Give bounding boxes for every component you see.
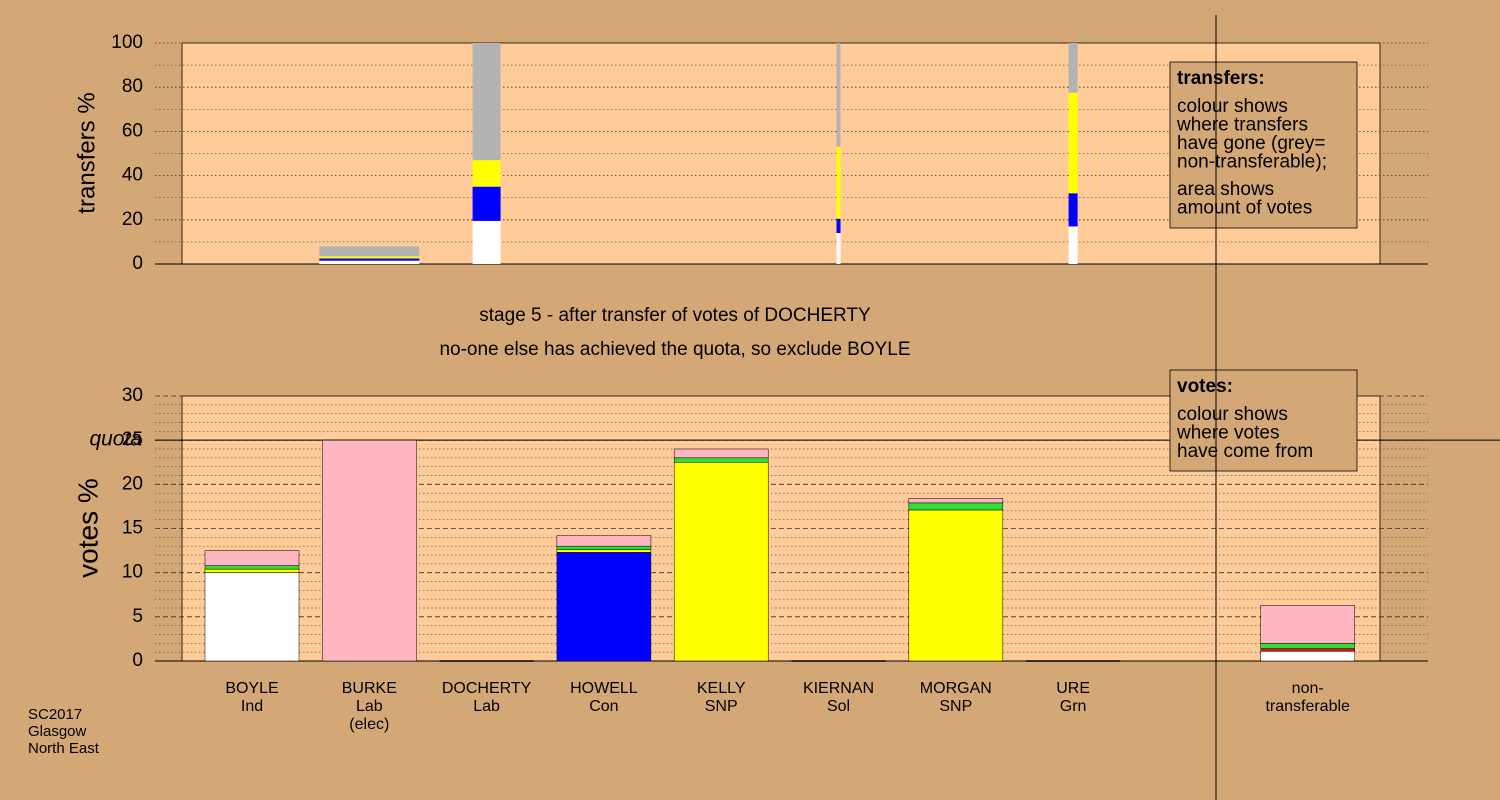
- x-tick-label: Lab: [356, 698, 383, 715]
- bar-segment: [556, 545, 652, 550]
- bar-segment: [1260, 643, 1355, 649]
- footnote: North East: [28, 740, 100, 757]
- x-tick-label: transferable: [1265, 698, 1350, 715]
- legend-title: votes:: [1177, 376, 1233, 397]
- x-tick-label: Grn: [1060, 698, 1087, 715]
- x-tick-label: (elec): [349, 716, 389, 733]
- bar-segment: [322, 439, 417, 662]
- x-tick-label: Lab: [473, 698, 500, 715]
- y-tick-label: 80: [122, 76, 143, 97]
- x-tick-label: HOWELL: [570, 680, 638, 697]
- y-tick-label: 30: [122, 385, 143, 406]
- bar-segment: [204, 565, 300, 570]
- bar-segment: [556, 535, 652, 547]
- bar-segment: [1260, 605, 1355, 644]
- bar-segment: [472, 220, 501, 264]
- bar-segment: [1068, 193, 1078, 227]
- x-tick-label: BURKE: [342, 680, 397, 697]
- y-axis-label: transfers %: [73, 92, 100, 213]
- chart-subtitle: no-one else has achieved the quota, so e…: [439, 339, 910, 360]
- bar-segment: [673, 448, 769, 459]
- x-tick-label: KELLY: [697, 680, 746, 697]
- bar-segment: [673, 457, 769, 463]
- x-tick-label: Ind: [241, 698, 263, 715]
- legend-box: [1169, 369, 1358, 472]
- y-tick-label: 10: [122, 562, 143, 583]
- footnote: SC2017: [28, 706, 82, 723]
- legend-text: where transfers: [1176, 115, 1308, 136]
- x-tick-label: DOCHERTY: [442, 680, 532, 697]
- legend-text: amount of votes: [1177, 198, 1312, 219]
- legend-title: transfers:: [1177, 68, 1265, 89]
- legend-text: non-transferable);: [1177, 152, 1327, 173]
- y-tick-label: 0: [132, 650, 143, 671]
- legend-text: have gone (grey=: [1177, 133, 1325, 154]
- x-tick-label: URE: [1056, 680, 1090, 697]
- bar-segment: [319, 246, 420, 257]
- bar-segment: [1260, 648, 1355, 652]
- bar-segment: [319, 258, 420, 261]
- y-tick-label: 100: [111, 32, 143, 53]
- footnote: Glasgow: [28, 723, 87, 740]
- bar-segment: [836, 146, 841, 219]
- bar-segment: [556, 549, 652, 553]
- bar-segment: [472, 160, 501, 187]
- quota-label: quota: [89, 428, 142, 451]
- x-tick-label: MORGAN: [920, 680, 992, 697]
- bar-segment: [1068, 226, 1078, 264]
- y-tick-label: 20: [122, 473, 143, 494]
- bar-segment: [908, 498, 1004, 504]
- x-tick-label: SNP: [939, 698, 972, 715]
- x-tick-label: Sol: [827, 698, 850, 715]
- chart-title: stage 5 - after transfer of votes of DOC…: [479, 305, 871, 326]
- y-tick-label: 5: [132, 606, 143, 627]
- x-tick-label: SNP: [705, 698, 738, 715]
- y-tick-label: 25: [122, 429, 143, 450]
- bar-segment: [472, 43, 501, 161]
- y-axis-label: votes %: [72, 478, 103, 578]
- x-tick-label: BOYLE: [225, 680, 278, 697]
- bar-segment: [1260, 651, 1355, 662]
- bar-segment: [836, 43, 841, 147]
- x-tick-label: non-: [1292, 680, 1324, 697]
- bar-segment: [204, 568, 300, 573]
- y-tick-label: 0: [132, 253, 143, 274]
- legend-text: area shows: [1177, 179, 1274, 200]
- bar-segment: [836, 233, 841, 264]
- bar-segment: [204, 550, 300, 566]
- bar-segment: [472, 186, 501, 221]
- legend-text: have come from: [1177, 441, 1313, 462]
- y-tick-label: 15: [122, 518, 143, 539]
- bar-segment: [556, 552, 652, 662]
- bar-segment: [836, 218, 841, 234]
- x-tick-label: Con: [589, 698, 618, 715]
- bar-segment: [1068, 43, 1078, 93]
- legend-text: colour shows: [1177, 96, 1288, 117]
- bar-segment: [908, 509, 1004, 662]
- y-tick-label: 20: [122, 209, 143, 230]
- bar-segment: [908, 502, 1004, 511]
- bar-segment: [319, 260, 420, 264]
- x-tick-label: KIERNAN: [803, 680, 874, 697]
- legend-text: colour shows: [1177, 404, 1288, 425]
- y-tick-label: 40: [122, 165, 143, 186]
- bar-segment: [319, 256, 420, 259]
- bar-segment: [673, 462, 769, 662]
- legend-box: [1169, 61, 1358, 229]
- legend-text: where votes: [1176, 423, 1279, 444]
- bar-segment: [1068, 92, 1078, 194]
- y-tick-label: 60: [122, 120, 143, 141]
- bar-segment: [204, 572, 300, 662]
